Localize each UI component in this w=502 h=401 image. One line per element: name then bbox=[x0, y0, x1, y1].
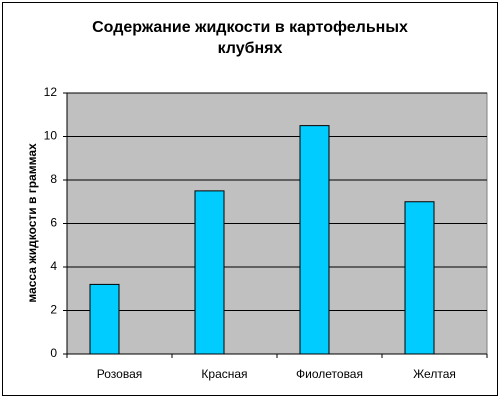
x-tick-label: Красная bbox=[201, 367, 247, 381]
bar bbox=[404, 201, 435, 355]
y-tick-label: 12 bbox=[44, 85, 58, 99]
x-tick-label: Желтая bbox=[413, 367, 456, 381]
y-tick-label: 8 bbox=[50, 172, 57, 186]
y-tick-label: 2 bbox=[50, 303, 57, 317]
chart-title: Содержание жидкости в картофельных клубн… bbox=[92, 19, 408, 57]
bar bbox=[194, 190, 225, 355]
x-tick-label: Фиолетовая bbox=[296, 367, 363, 381]
bar bbox=[299, 125, 330, 355]
y-tick-label: 6 bbox=[50, 216, 57, 230]
y-axis-label: масса жидкости в граммах bbox=[25, 143, 39, 303]
y-tick-label: 0 bbox=[50, 346, 57, 360]
y-tick-label: 10 bbox=[44, 129, 58, 143]
x-tick-label: Розовая bbox=[97, 367, 142, 381]
bar bbox=[89, 283, 120, 355]
y-tick-label: 4 bbox=[50, 259, 57, 273]
